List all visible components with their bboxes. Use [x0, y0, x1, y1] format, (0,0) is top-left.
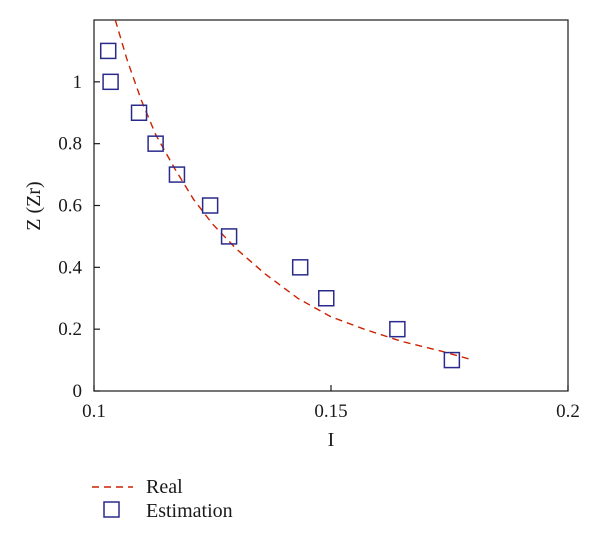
estimation-point [443, 351, 461, 369]
y-tick-label: 0.2 [58, 319, 82, 340]
y-ticks: 0 0.2 0.4 0.6 0.8 1 [58, 72, 100, 402]
x-tick-label: 0.15 [314, 401, 347, 422]
plot-frame [93, 19, 569, 392]
legend-estimation-label: Estimation [146, 500, 233, 522]
estimation-point [99, 42, 117, 60]
y-axis-label: Z (Zr) [23, 181, 45, 230]
estimation-point [168, 166, 186, 183]
y-tick-label: 0 [73, 381, 83, 402]
y-tick-label: 1 [73, 72, 83, 93]
legend: Real Estimation [92, 476, 233, 522]
estimation-point [147, 135, 164, 152]
estimation-point [318, 290, 335, 307]
legend-real-label: Real [146, 476, 183, 498]
x-axis-label: I [328, 429, 335, 451]
marker-layer [99, 42, 461, 369]
y-tick-label: 0.4 [58, 257, 82, 278]
legend-estimation-swatch [103, 501, 120, 518]
estimation-point [201, 197, 219, 214]
estimation-point [220, 228, 238, 245]
x-tick-label: 0.2 [556, 401, 580, 422]
x-ticks: 0.1 0.15 0.2 [82, 385, 580, 422]
estimation-point [291, 259, 309, 276]
estimation-point [389, 320, 406, 338]
x-tick-label: 0.1 [82, 401, 106, 422]
y-tick-label: 0.6 [58, 196, 82, 217]
estimation-point [130, 104, 148, 121]
estimation-point [102, 73, 119, 91]
y-tick-label: 0.8 [58, 134, 82, 155]
